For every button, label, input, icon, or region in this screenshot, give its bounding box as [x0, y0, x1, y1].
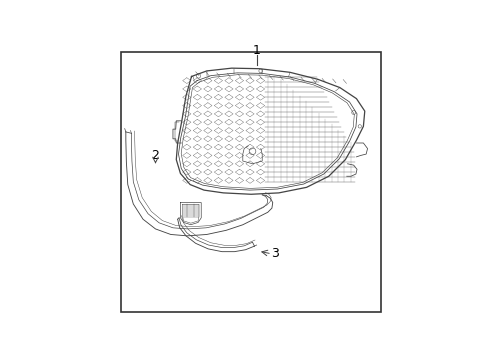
- Text: 1: 1: [253, 45, 261, 58]
- Text: 3: 3: [271, 247, 279, 260]
- Text: 2: 2: [151, 149, 159, 162]
